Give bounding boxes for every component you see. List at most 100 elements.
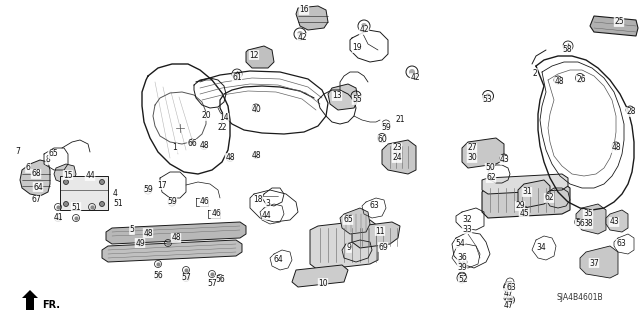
Text: 8: 8 [45,155,51,165]
Text: 46: 46 [211,210,221,219]
Text: 37: 37 [589,258,599,268]
Text: 46: 46 [200,197,210,206]
Text: 12: 12 [249,50,259,60]
Polygon shape [102,240,242,262]
Text: 28: 28 [627,108,636,116]
Text: 60: 60 [377,136,387,145]
Circle shape [63,180,68,184]
Polygon shape [462,138,504,168]
Text: 65: 65 [48,150,58,159]
Text: 63: 63 [506,283,516,292]
Polygon shape [328,84,358,110]
Text: 56: 56 [575,219,585,228]
Text: 17: 17 [157,181,167,189]
Text: 59: 59 [143,186,153,195]
Text: 69: 69 [378,242,388,251]
Text: 4: 4 [113,189,117,198]
Text: 14: 14 [219,114,229,122]
Text: 9: 9 [347,243,351,253]
Text: 40: 40 [251,106,261,115]
Polygon shape [482,182,570,218]
Circle shape [99,202,104,206]
Polygon shape [606,210,628,232]
Polygon shape [20,160,50,196]
Text: 48: 48 [554,78,564,86]
Text: 65: 65 [343,216,353,225]
Text: 24: 24 [392,153,402,162]
Text: 67: 67 [31,196,41,204]
Polygon shape [576,204,606,234]
Text: 64: 64 [273,256,283,264]
Text: 42: 42 [410,73,420,83]
Text: 68: 68 [31,169,41,179]
Text: 45: 45 [519,209,529,218]
Text: 59: 59 [167,197,177,206]
Text: 42: 42 [297,33,307,42]
Text: 51: 51 [71,203,81,211]
Text: 27: 27 [467,144,477,152]
Text: 6: 6 [26,164,31,173]
Polygon shape [310,220,378,270]
Text: 26: 26 [576,76,586,85]
Text: 47: 47 [503,300,513,309]
Text: 44: 44 [262,211,272,219]
Text: 59: 59 [381,122,391,131]
Polygon shape [590,16,638,36]
Text: 43: 43 [500,155,510,165]
Text: 33: 33 [462,225,472,234]
Text: 47: 47 [503,288,513,298]
Text: 32: 32 [462,214,472,224]
Text: 38: 38 [583,219,593,228]
Text: 22: 22 [217,123,227,132]
Text: 18: 18 [253,196,263,204]
Text: 25: 25 [614,18,624,26]
Circle shape [409,69,415,75]
Polygon shape [580,246,618,278]
Text: 56: 56 [153,271,163,280]
Text: 21: 21 [396,115,404,124]
Text: 54: 54 [455,240,465,249]
Text: 63: 63 [369,202,379,211]
Text: 44: 44 [85,172,95,181]
Text: 1: 1 [173,144,177,152]
Text: 51: 51 [113,199,123,209]
Text: 48: 48 [611,144,621,152]
Text: 52: 52 [458,276,468,285]
Text: 56: 56 [215,276,225,285]
Text: 11: 11 [375,226,385,235]
Text: 42: 42 [359,26,369,34]
Text: FR.: FR. [42,300,60,310]
Polygon shape [22,290,38,310]
Polygon shape [518,180,550,208]
Polygon shape [106,222,246,244]
Text: 57: 57 [181,273,191,283]
Text: 29: 29 [515,202,525,211]
Circle shape [486,93,490,99]
Polygon shape [296,6,328,30]
Text: 43: 43 [609,218,619,226]
Polygon shape [482,174,568,194]
Polygon shape [246,46,274,68]
Text: 48: 48 [143,228,153,238]
Text: 7: 7 [15,147,20,157]
Text: 36: 36 [457,253,467,262]
Text: 19: 19 [352,43,362,53]
Text: 15: 15 [63,170,73,180]
Text: 30: 30 [467,153,477,162]
Text: 16: 16 [299,5,309,14]
Text: 13: 13 [332,92,342,100]
Text: 63: 63 [616,240,626,249]
Text: 5: 5 [129,226,134,234]
Text: 53: 53 [482,95,492,105]
Text: 66: 66 [187,139,197,149]
Text: 23: 23 [392,144,402,152]
Polygon shape [292,265,348,287]
Text: SJA4B4601B: SJA4B4601B [557,293,604,302]
Text: 55: 55 [352,95,362,105]
Polygon shape [352,222,400,248]
Text: 61: 61 [232,73,242,83]
Text: 50: 50 [485,164,495,173]
Text: 2: 2 [532,69,538,78]
Text: 62: 62 [544,194,554,203]
Text: 64: 64 [33,182,43,191]
